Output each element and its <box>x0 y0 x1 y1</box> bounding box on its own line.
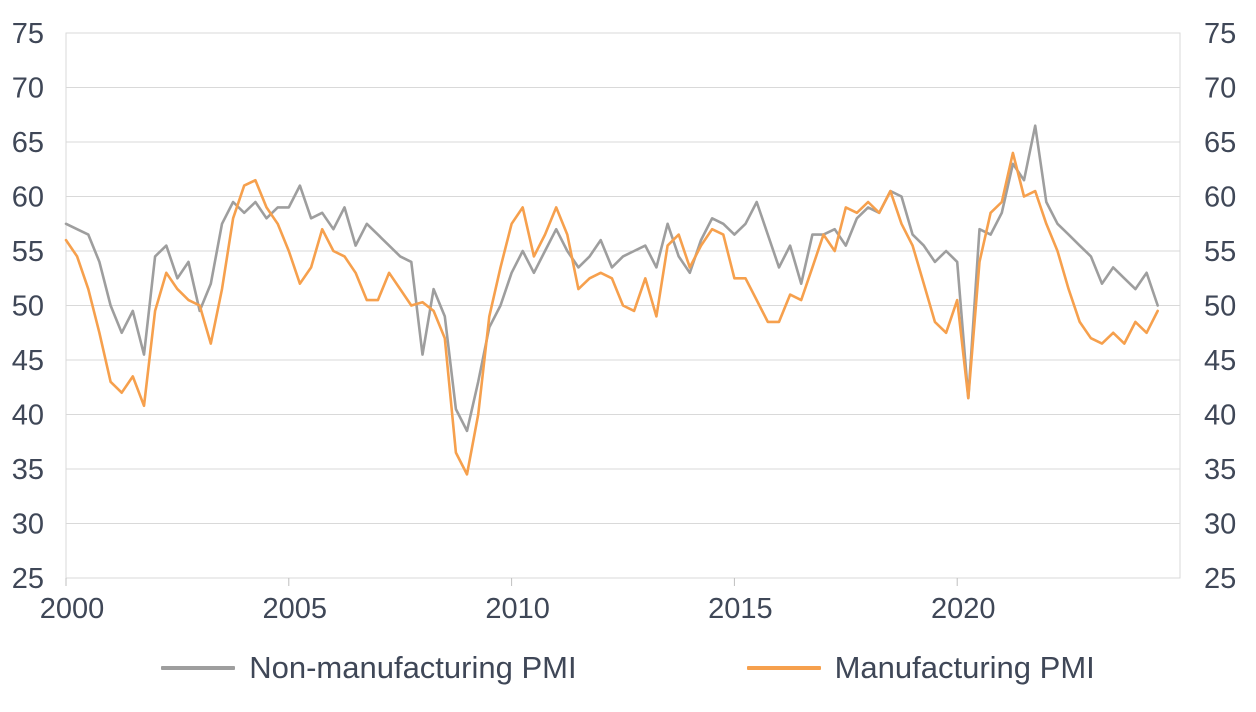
y-tick-label-left: 65 <box>12 127 44 159</box>
y-tick-label-right: 65 <box>1204 127 1236 159</box>
y-tick-label-right: 50 <box>1204 291 1236 323</box>
y-tick-label-right: 45 <box>1204 345 1236 377</box>
y-tick-label-left: 50 <box>12 291 44 323</box>
x-tick-label: 2005 <box>263 593 328 625</box>
non-manufacturing-line-swatch <box>161 666 236 670</box>
y-tick-label-left: 30 <box>12 509 44 541</box>
legend-item-non-manufacturing: Non-manufacturing PMI <box>161 650 577 686</box>
y-tick-label-right: 60 <box>1204 182 1236 214</box>
y-tick-label-right: 55 <box>1204 236 1236 268</box>
manufacturing-line-swatch <box>746 666 821 670</box>
y-tick-label-right: 75 <box>1204 18 1236 50</box>
series-line-manufacturing-pmi <box>64 151 1159 476</box>
chart-canvas: 25 25 30 30 35 35 40 40 45 45 50 50 55 55 60 60 65 65 70 70… <box>12 18 1237 625</box>
y-tick-label-left: 60 <box>12 182 44 214</box>
chart-legend: Non-manufacturing PMI Manufacturing PMI <box>0 650 1256 686</box>
legend-label-manufacturing: Manufacturing PMI <box>834 650 1095 685</box>
y-tick-label-left: 75 <box>12 18 44 50</box>
x-tick-label: 2000 <box>40 593 105 625</box>
legend-item-manufacturing: Manufacturing PMI <box>746 650 1095 686</box>
y-tick-label-right: 70 <box>1204 73 1236 105</box>
y-tick-label-left: 55 <box>12 236 44 268</box>
y-tick-label-left: 35 <box>12 454 44 486</box>
x-tick-label: 2015 <box>708 593 773 625</box>
y-tick-label-left: 40 <box>12 400 44 432</box>
y-tick-label-right: 30 <box>1204 509 1236 541</box>
x-tick-label: 2010 <box>485 593 550 625</box>
y-tick-label-right: 35 <box>1204 454 1236 486</box>
legend-label-non-manufacturing: Non-manufacturing PMI <box>249 650 577 685</box>
series-line-non-manufacturing-pmi <box>64 124 1159 433</box>
y-tick-label-left: 45 <box>12 345 44 377</box>
y-tick-label-right: 40 <box>1204 400 1236 432</box>
y-tick-label-right: 25 <box>1204 563 1236 595</box>
y-tick-label-left: 25 <box>12 563 44 595</box>
x-tick-label: 2020 <box>931 593 996 625</box>
y-tick-label-left: 70 <box>12 73 44 105</box>
plot-border <box>65 32 1181 579</box>
